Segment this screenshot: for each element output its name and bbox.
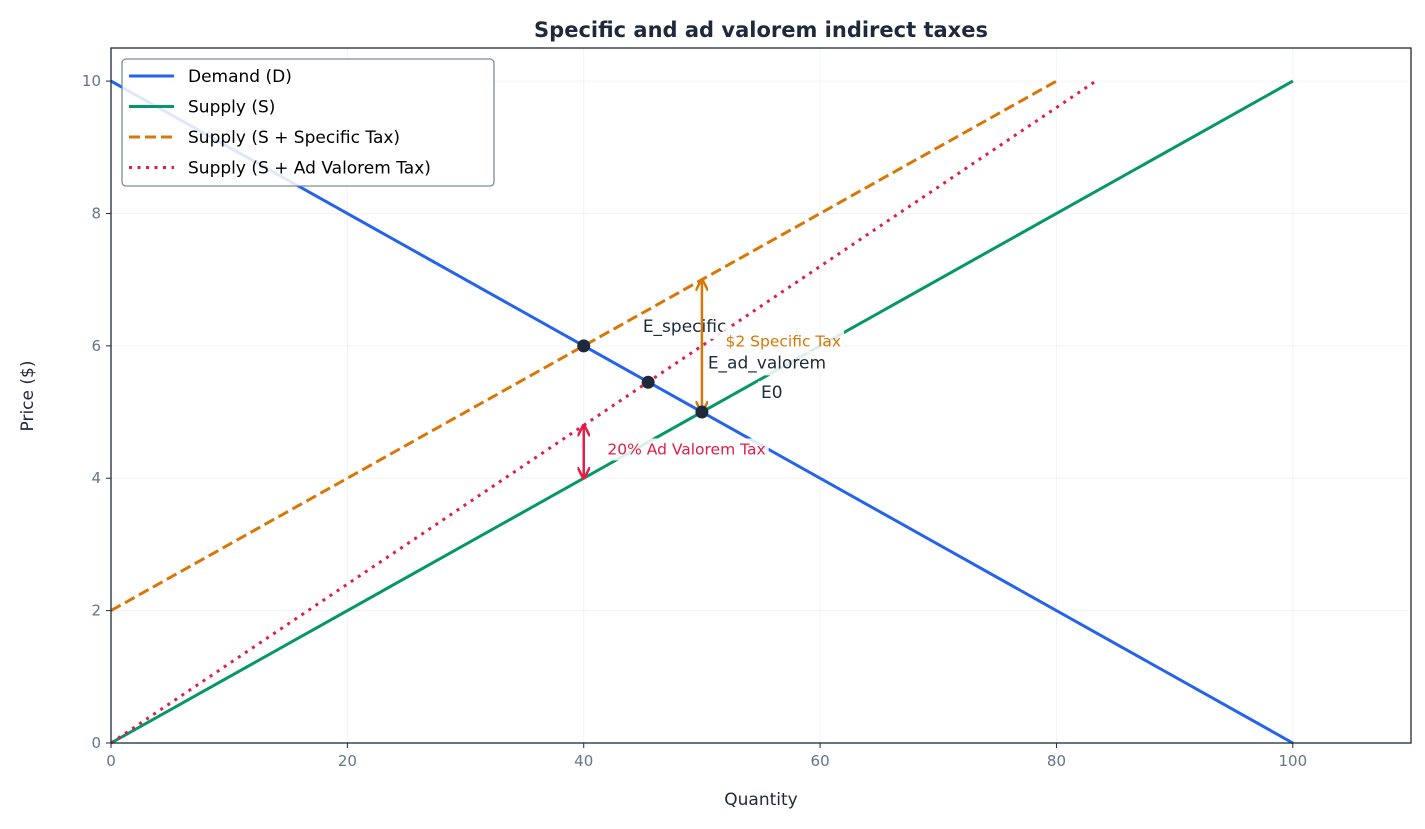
y-tick-label: 2 xyxy=(91,602,101,620)
x-tick-label: 100 xyxy=(1278,752,1307,770)
annotations: E_specific E_ad_valorem E0 $2 Specific Tax 2… xyxy=(577,280,845,479)
point-label: E_specific xyxy=(643,317,726,337)
y-axis-label: Price ($) xyxy=(18,361,38,432)
legend-entry: Demand (D) xyxy=(188,67,292,87)
y-tick-label: 8 xyxy=(91,204,101,222)
ticks: 0 20 40 60 80 100 0 2 4 6 8 10 xyxy=(82,72,1307,770)
legend-box xyxy=(121,58,495,187)
annotation-background xyxy=(722,330,845,353)
y-tick-label: 10 xyxy=(82,72,101,90)
label-background xyxy=(758,381,786,406)
label-background xyxy=(704,351,830,376)
point-label: E_ad_valorem xyxy=(708,353,826,373)
series-line-3 xyxy=(110,79,1058,612)
annotation-text: 20% Ad Valorem Tax xyxy=(607,440,765,458)
x-tick-label: 60 xyxy=(811,752,830,770)
x-tick-label: 20 xyxy=(338,752,357,770)
chart-title: Specific and ad valorem indirect taxes xyxy=(534,18,988,42)
annotation-text: $2 Specific Tax xyxy=(726,333,841,351)
plot-frame xyxy=(110,47,1412,744)
legend-entry: Supply (S + Specific Tax) xyxy=(188,128,400,148)
annotation-background xyxy=(604,438,769,461)
equilibrium-point xyxy=(577,339,591,353)
legend-entry: Supply (S + Ad Valorem Tax) xyxy=(188,159,431,179)
label-background xyxy=(639,315,730,339)
equilibrium-point xyxy=(695,405,709,419)
x-tick-label: 80 xyxy=(1047,752,1066,770)
x-tick-label: 40 xyxy=(574,752,593,770)
series-line-4 xyxy=(110,79,1097,745)
legend-entry: Supply (S) xyxy=(188,98,275,118)
y-tick-label: 6 xyxy=(91,337,101,355)
x-axis-label: Quantity xyxy=(724,790,797,810)
point-label: E0 xyxy=(761,383,783,403)
legend: Demand (D) Supply (S) Supply (S + Specific… xyxy=(121,58,495,187)
y-tick-label: 4 xyxy=(91,469,101,487)
equilibrium-point xyxy=(641,375,655,389)
y-tick-label: 0 xyxy=(91,734,101,752)
x-tick-label: 0 xyxy=(106,752,116,770)
